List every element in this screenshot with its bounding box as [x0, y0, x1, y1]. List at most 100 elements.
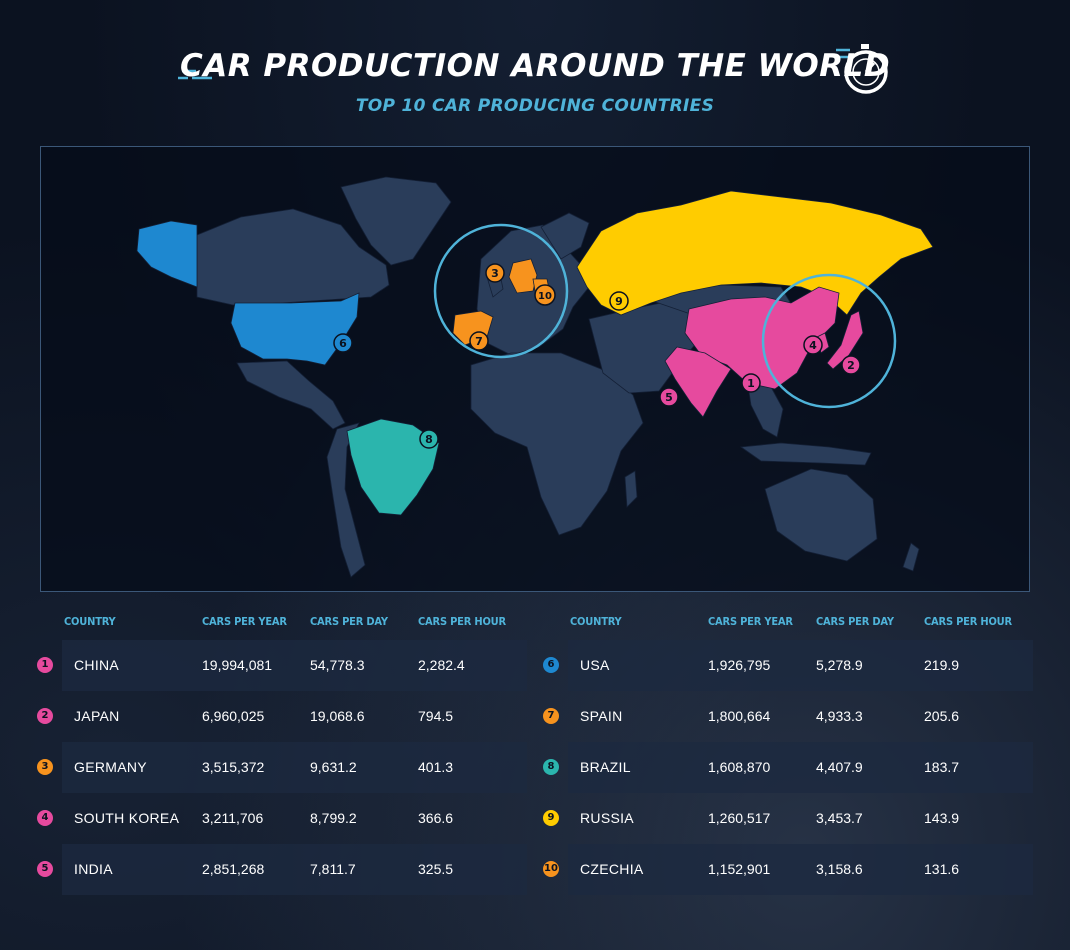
table-row: 6 USA 1,926,795 5,278.9 219.9	[543, 640, 1033, 691]
map-marker-5: 5	[659, 387, 679, 407]
per-day-cell: 54,778.3	[310, 657, 365, 673]
usa-shape	[230, 292, 360, 366]
rank-badge: 1	[37, 657, 53, 673]
header-per-hour: CARS PER HOUR	[418, 615, 506, 628]
per-day-cell: 7,811.7	[310, 861, 356, 877]
page-subtitle: TOP 10 CAR PRODUCING COUNTRIES	[355, 96, 715, 116]
table-row: 3 GERMANY 3,515,372 9,631.2 401.3	[37, 742, 527, 793]
per-hour-cell: 205.6	[924, 708, 960, 724]
rank-badge: 10	[543, 861, 559, 877]
country-cell: SPAIN	[580, 708, 623, 724]
map-marker-6: 6	[333, 333, 353, 353]
per-year-cell: 3,211,706	[202, 810, 264, 826]
map-marker-10-label: 10	[538, 291, 552, 302]
rank-badge: 8	[543, 759, 559, 775]
map-marker-2-label: 2	[847, 359, 855, 372]
greenland-shape	[340, 176, 452, 266]
map-marker-4-label: 4	[809, 339, 817, 352]
map-marker-1: 1	[741, 373, 761, 393]
table-row: 10 CZECHIA 1,152,901 3,158.6 131.6	[543, 844, 1033, 895]
world-map-svg: 1 2 3 4 5 6 7 8 9 10	[136, 176, 934, 578]
japan-shape	[826, 310, 864, 370]
map-marker-5-label: 5	[665, 391, 673, 404]
map-marker-7-label: 7	[475, 335, 483, 348]
map-marker-3: 3	[485, 263, 505, 283]
table-left-body: 1 CHINA 19,994,081 54,778.3 2,282.4 2 JAPAN 6,9…	[37, 640, 527, 895]
header-per-day: CARS PER DAY	[310, 615, 388, 628]
rank-badge: 5	[37, 861, 53, 877]
east-asia-zoom-circle	[761, 273, 897, 409]
per-year-cell: 3,515,372	[202, 759, 265, 775]
brazil-shape	[346, 418, 440, 516]
stopwatch-icon	[836, 44, 888, 94]
table-row: 4 SOUTH KOREA 3,211,706 8,799.2 366.6	[37, 793, 527, 844]
india-shape	[664, 346, 732, 418]
table-row: 8 BRAZIL 1,608,870 4,407.9 183.7	[543, 742, 1033, 793]
country-cell: SOUTH KOREA	[74, 810, 180, 826]
mexico-shape	[236, 360, 346, 430]
per-hour-cell: 183.7	[924, 759, 960, 775]
per-hour-cell: 366.6	[418, 810, 454, 826]
header-per-year: CARS PER YEAR	[202, 615, 287, 628]
per-day-cell: 4,407.9	[816, 759, 863, 775]
per-hour-cell: 219.9	[924, 657, 960, 673]
germany-shape	[508, 258, 538, 294]
map-marker-9: 9	[609, 291, 629, 311]
map-marker-6-label: 6	[339, 337, 347, 350]
table-row: 1 CHINA 19,994,081 54,778.3 2,282.4	[37, 640, 527, 691]
alaska-shape	[136, 220, 198, 288]
rank-badge: 3	[37, 759, 53, 775]
country-cell: INDIA	[74, 861, 113, 877]
table-right-header: COUNTRY CARS PER YEAR CARS PER DAY CARS …	[568, 604, 1033, 640]
header-per-day: CARS PER DAY	[816, 615, 894, 628]
per-day-cell: 4,933.3	[816, 708, 863, 724]
country-cell: JAPAN	[74, 708, 120, 724]
canada-shape	[196, 208, 390, 306]
map-marker-7: 7	[469, 331, 489, 351]
header-country: COUNTRY	[570, 615, 622, 628]
per-year-cell: 6,960,025	[202, 708, 265, 724]
table-row: 7 SPAIN 1,800,664 4,933.3 205.6	[543, 691, 1033, 742]
new-zealand-shape	[902, 542, 920, 572]
map-marker-8-label: 8	[425, 433, 433, 446]
per-day-cell: 5,278.9	[816, 657, 863, 673]
per-year-cell: 1,608,870	[708, 759, 771, 775]
scandinavia-shape	[540, 212, 590, 260]
per-year-cell: 19,994,081	[202, 657, 273, 673]
per-day-cell: 9,631.2	[310, 759, 357, 775]
madagascar-shape	[624, 470, 638, 508]
map-marker-10: 10	[534, 284, 556, 306]
country-cell: CZECHIA	[580, 861, 644, 877]
map-marker-2: 2	[841, 355, 861, 375]
australia-shape	[764, 468, 878, 562]
per-day-cell: 3,453.7	[816, 810, 863, 826]
per-year-cell: 1,926,795	[708, 657, 771, 673]
map-marker-3-label: 3	[491, 267, 499, 280]
per-hour-cell: 2,282.4	[418, 657, 465, 673]
per-hour-cell: 131.6	[924, 861, 960, 877]
rank-badge: 9	[543, 810, 559, 826]
table-row: 9 RUSSIA 1,260,517 3,453.7 143.9	[543, 793, 1033, 844]
world-map: 1 2 3 4 5 6 7 8 9 10	[40, 146, 1030, 592]
indonesia-shape	[739, 442, 872, 466]
map-marker-4: 4	[803, 335, 823, 355]
header-per-year: CARS PER YEAR	[708, 615, 793, 628]
per-year-cell: 1,800,664	[708, 708, 771, 724]
table-row: 5 INDIA 2,851,268 7,811.7 325.5	[37, 844, 527, 895]
per-year-cell: 1,260,517	[708, 810, 771, 826]
header-country: COUNTRY	[64, 615, 116, 628]
per-day-cell: 19,068.6	[310, 708, 365, 724]
header-per-hour: CARS PER HOUR	[924, 615, 1012, 628]
header: CAR PRODUCTION AROUND THE WORLD TOP 10 C…	[0, 48, 1070, 116]
per-day-cell: 3,158.6	[816, 861, 863, 877]
map-marker-8: 8	[419, 429, 439, 449]
table-left-header: COUNTRY CARS PER YEAR CARS PER DAY CARS …	[62, 604, 527, 640]
per-hour-cell: 794.5	[418, 708, 454, 724]
per-year-cell: 1,152,901	[708, 861, 771, 877]
country-cell: CHINA	[74, 657, 120, 673]
rank-badge: 6	[543, 657, 559, 673]
table-right-body: 6 USA 1,926,795 5,278.9 219.9 7 SPAIN 1,800,664…	[543, 640, 1033, 895]
speed-lines-icon	[178, 69, 212, 80]
map-marker-9-label: 9	[615, 295, 623, 308]
rank-badge: 2	[37, 708, 53, 724]
